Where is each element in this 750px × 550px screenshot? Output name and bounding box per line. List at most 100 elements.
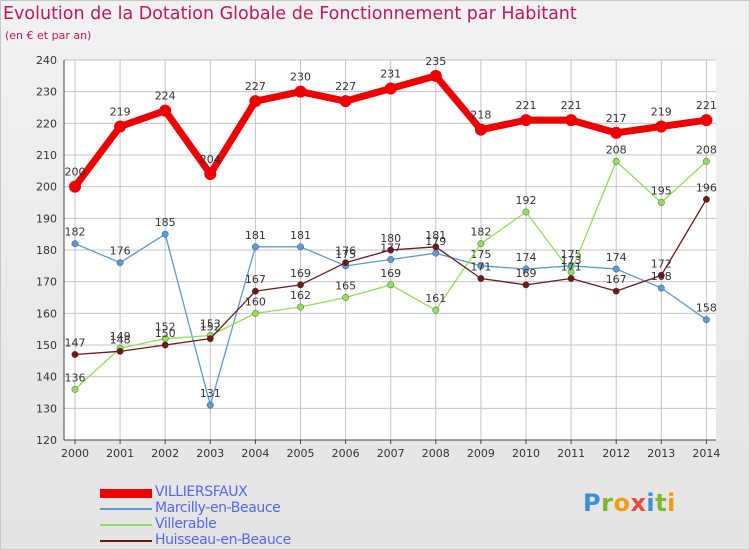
data-point [612, 287, 620, 295]
data-point [474, 123, 487, 136]
logo-letter: x [630, 489, 647, 517]
data-label: 171 [561, 261, 582, 274]
data-label: 167 [606, 273, 627, 286]
data-point [342, 259, 349, 267]
data-label: 208 [696, 143, 717, 156]
data-label: 158 [696, 302, 717, 315]
data-label: 224 [155, 90, 176, 103]
logo-letter: t [655, 489, 668, 517]
data-label: 219 [651, 106, 672, 119]
logo-letter: i [646, 489, 656, 517]
x-tick-label: 2012 [602, 447, 630, 460]
data-point [567, 275, 575, 282]
y-tick-label: 180 [36, 244, 57, 257]
data-point [206, 401, 214, 409]
data-label: 181 [290, 229, 311, 242]
data-label: 160 [245, 295, 266, 308]
data-point [522, 265, 530, 273]
data-point [161, 341, 169, 349]
data-label: 227 [245, 80, 266, 93]
data-point [520, 114, 532, 127]
y-tick-label: 150 [36, 339, 57, 352]
logo-letter: i [667, 489, 676, 517]
data-point [249, 95, 262, 108]
y-tick-label: 140 [36, 371, 57, 384]
data-label: 176 [110, 245, 131, 258]
data-label: 147 [65, 337, 86, 350]
data-point [522, 281, 530, 289]
data-point [565, 114, 578, 127]
data-point [294, 85, 307, 98]
data-label: 185 [155, 216, 176, 229]
data-label: 231 [380, 68, 401, 81]
data-point [657, 271, 665, 279]
data-point [522, 208, 530, 216]
data-label: 230 [290, 71, 311, 84]
data-label: 176 [335, 245, 356, 258]
data-point [703, 157, 710, 165]
data-label: 192 [516, 194, 537, 207]
y-tick-label: 240 [36, 54, 57, 67]
data-point [69, 180, 81, 193]
data-point [384, 82, 397, 95]
data-label: 174 [606, 251, 627, 264]
data-point [387, 256, 395, 263]
legend-swatch-huisseau [100, 540, 152, 542]
data-point [116, 259, 124, 267]
x-tick-label: 2010 [512, 447, 540, 460]
data-label: 152 [155, 321, 176, 334]
logo-letter: o [613, 489, 631, 517]
data-point [432, 306, 440, 314]
data-point [655, 120, 668, 133]
data-label: 208 [606, 143, 627, 156]
x-tick-label: 2007 [377, 447, 405, 460]
x-tick-label: 2000 [61, 447, 89, 460]
y-tick-label: 210 [36, 149, 57, 162]
data-label: 182 [65, 226, 86, 239]
y-tick-label: 120 [36, 434, 57, 447]
data-point [339, 95, 352, 108]
x-tick-label: 2013 [647, 447, 675, 460]
x-tick-label: 2001 [106, 447, 134, 460]
data-label: 172 [651, 257, 672, 270]
legend-swatch-villiersfaux [100, 488, 152, 498]
x-tick-label: 2014 [692, 447, 720, 460]
data-point [71, 240, 79, 248]
data-point [703, 316, 710, 324]
chart-subtitle: (en € et par an) [5, 29, 92, 42]
data-point [297, 243, 304, 251]
x-tick-label: 2002 [151, 447, 179, 460]
proxiti-logo: Proxiti [583, 489, 676, 517]
data-label: 152 [200, 321, 221, 334]
data-point [432, 249, 440, 257]
data-point [612, 157, 620, 165]
data-label: 179 [425, 235, 446, 248]
legend-label-villiersfaux: VILLIERSFAUX [155, 484, 248, 500]
data-label: 219 [110, 106, 131, 119]
x-tick-label: 2006 [332, 447, 360, 460]
data-point [251, 287, 259, 295]
x-tick-label: 2004 [241, 447, 269, 460]
y-tick-label: 230 [36, 86, 57, 99]
data-label: 174 [516, 251, 537, 264]
data-point [251, 243, 259, 251]
data-label: 218 [470, 109, 491, 122]
data-label: 171 [470, 261, 491, 274]
data-label: 169 [290, 267, 311, 280]
x-tick-label: 2009 [467, 447, 495, 460]
legend-label-villerable: Villerable [155, 516, 217, 532]
data-point [657, 284, 665, 292]
data-point [251, 309, 259, 317]
data-label: 200 [65, 166, 86, 179]
data-label: 173 [561, 254, 582, 267]
data-label: 181 [425, 229, 446, 242]
data-point [387, 246, 395, 254]
data-point [432, 243, 440, 251]
data-label: 149 [110, 330, 131, 343]
data-point [703, 195, 710, 203]
data-label: 235 [425, 55, 446, 68]
y-tick-label: 170 [36, 276, 57, 289]
data-point [114, 120, 127, 133]
data-point [700, 114, 713, 127]
data-point [71, 385, 79, 393]
